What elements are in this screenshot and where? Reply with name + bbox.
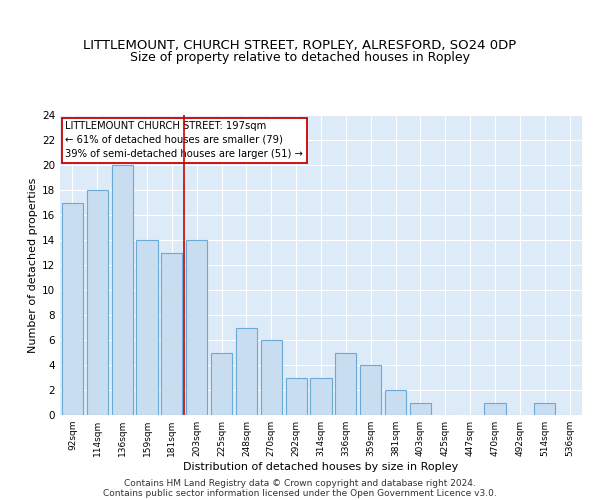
Bar (360, 365, 381, 415)
Bar (385, 390, 406, 415)
Text: Contains HM Land Registry data © Crown copyright and database right 2024.: Contains HM Land Registry data © Crown c… (124, 478, 476, 488)
Text: Contains public sector information licensed under the Open Government Licence v3: Contains public sector information licen… (103, 488, 497, 498)
Bar (410, 402, 431, 415)
Text: LITTLEMOUNT, CHURCH STREET, ROPLEY, ALRESFORD, SO24 0DP: LITTLEMOUNT, CHURCH STREET, ROPLEY, ALRE… (83, 40, 517, 52)
Bar (161, 252, 182, 415)
Text: LITTLEMOUNT CHURCH STREET: 197sqm
← 61% of detached houses are smaller (79)
39% : LITTLEMOUNT CHURCH STREET: 197sqm ← 61% … (65, 121, 303, 159)
X-axis label: Distribution of detached houses by size in Ropley: Distribution of detached houses by size … (184, 462, 458, 472)
Bar (484, 402, 506, 415)
Bar (261, 340, 282, 415)
Bar (62, 202, 83, 415)
Text: Size of property relative to detached houses in Ropley: Size of property relative to detached ho… (130, 51, 470, 64)
Bar (112, 165, 133, 415)
Bar (534, 402, 555, 415)
Bar (236, 328, 257, 415)
Bar (186, 240, 207, 415)
Bar (211, 352, 232, 415)
Bar (335, 352, 356, 415)
Bar (286, 378, 307, 415)
Bar (136, 240, 158, 415)
Bar (87, 190, 108, 415)
Bar (310, 378, 332, 415)
Y-axis label: Number of detached properties: Number of detached properties (28, 178, 38, 352)
